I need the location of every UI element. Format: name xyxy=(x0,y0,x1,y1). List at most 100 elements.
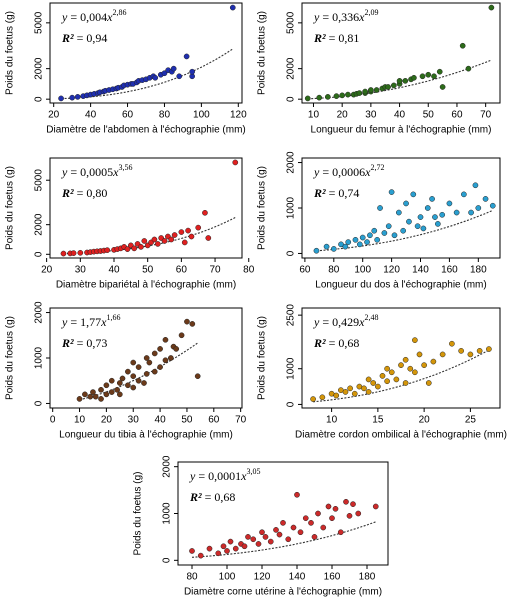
data-point xyxy=(330,246,337,252)
y-tick-label: 1000 xyxy=(286,196,297,219)
data-point xyxy=(125,382,131,389)
data-point xyxy=(98,386,104,393)
data-point xyxy=(375,383,381,390)
data-point xyxy=(168,236,175,243)
eq-sign: = xyxy=(67,315,80,329)
eq-y: y xyxy=(61,315,68,329)
y-tick-label: 0 xyxy=(286,401,297,407)
data-point xyxy=(385,223,392,230)
x-tick-label: 20 xyxy=(419,415,431,426)
data-point xyxy=(185,227,191,234)
x-tick-label: 10 xyxy=(74,415,86,426)
eq-y: y xyxy=(313,315,320,329)
data-point xyxy=(390,82,397,89)
data-point xyxy=(285,536,292,543)
data-point xyxy=(416,351,423,358)
x-tick-label: 30 xyxy=(365,110,377,121)
x-tick-label: 60 xyxy=(176,265,188,276)
data-point xyxy=(69,94,76,101)
data-point xyxy=(173,346,180,352)
data-point xyxy=(361,385,367,392)
data-point xyxy=(183,53,190,60)
data-point xyxy=(461,191,467,198)
x-axis-title: Diamètre bipariétal à l'échographie (mm) xyxy=(56,280,236,291)
data-point xyxy=(245,534,251,540)
data-point xyxy=(332,505,339,512)
data-point xyxy=(486,346,492,352)
data-point xyxy=(396,78,403,84)
data-point xyxy=(205,235,212,241)
data-point xyxy=(130,359,137,366)
panel: 20 40 60 80 100 120 0 2000 5000 Diamètre de l'abd… xyxy=(5,2,247,136)
data-point xyxy=(92,393,99,400)
data-point xyxy=(489,202,496,209)
fit-r2: R² = 0,80 xyxy=(61,186,107,200)
fit-equation: y = 0,0001x3,05 xyxy=(189,467,260,483)
eq-b: 2,48 xyxy=(364,313,378,322)
x-tick-label: 60 xyxy=(451,110,463,121)
plot-frame xyxy=(301,2,501,104)
data-point xyxy=(410,191,417,198)
data-point xyxy=(304,95,311,102)
data-point xyxy=(356,241,363,248)
r2-name: R² xyxy=(61,336,74,350)
data-point xyxy=(482,196,489,202)
eq-y: y xyxy=(189,469,196,483)
data-point xyxy=(342,389,349,395)
x-tick-label: 10 xyxy=(308,110,320,121)
y-axis-title: Poids du foetus (g) xyxy=(5,11,16,95)
eq-b: 2,86 xyxy=(112,8,126,17)
data-point xyxy=(343,498,349,505)
eq-x: x xyxy=(100,315,107,329)
data-point xyxy=(472,182,479,189)
eq-sign: = xyxy=(195,469,208,483)
eq-a: 0,0001 xyxy=(208,469,241,483)
data-point xyxy=(316,94,323,101)
x-tick-label: 80 xyxy=(328,265,340,276)
data-point xyxy=(276,531,283,538)
eq-y: y xyxy=(61,165,68,179)
data-point xyxy=(391,232,398,239)
data-point xyxy=(124,246,131,252)
r2-name: R² xyxy=(313,336,326,350)
r2-name: R² xyxy=(313,31,326,45)
data-point xyxy=(297,529,304,536)
data-point xyxy=(104,247,111,253)
data-point xyxy=(370,380,377,386)
y-tick-label: 2500 xyxy=(286,304,297,327)
data-point xyxy=(206,545,213,552)
x-tick-label: 140 xyxy=(289,572,306,583)
y-tick-label: 1000 xyxy=(34,346,45,369)
data-point xyxy=(135,377,142,384)
eq-x: x xyxy=(358,10,365,24)
y-tick-label: 0 xyxy=(286,250,297,256)
x-tick-label: 20 xyxy=(41,265,53,276)
data-point xyxy=(420,225,427,232)
x-tick-label: 50 xyxy=(423,110,435,121)
eq-x: x xyxy=(358,315,365,329)
r2-sign: = xyxy=(74,336,87,350)
data-point xyxy=(367,232,373,239)
data-point xyxy=(273,527,279,533)
y-tick-label: 2000 xyxy=(34,301,45,324)
panel: 20 30 40 50 60 70 80 0 2000 5000 Diamètre bipariét… xyxy=(5,157,255,291)
panel: 10 15 20 25 0 1000 2500 Diamètre cordon ombilic… xyxy=(257,304,507,441)
data-point xyxy=(414,223,421,230)
eq-b: 2,09 xyxy=(364,8,378,17)
data-point xyxy=(432,214,438,220)
data-point xyxy=(324,94,331,100)
data-point xyxy=(116,391,123,398)
data-point xyxy=(220,543,227,550)
data-point xyxy=(302,515,309,522)
data-point xyxy=(161,70,168,77)
eq-sign: = xyxy=(67,165,80,179)
x-tick-label: 80 xyxy=(186,572,198,583)
data-point xyxy=(241,543,248,550)
data-point xyxy=(365,389,372,395)
fit-r2: R² = 0,68 xyxy=(313,336,359,350)
x-tick-label: 60 xyxy=(208,415,220,426)
eq-a: 0,004 xyxy=(80,10,107,24)
x-tick-label: 40 xyxy=(155,415,167,426)
data-point xyxy=(60,250,67,257)
data-point xyxy=(488,4,495,11)
